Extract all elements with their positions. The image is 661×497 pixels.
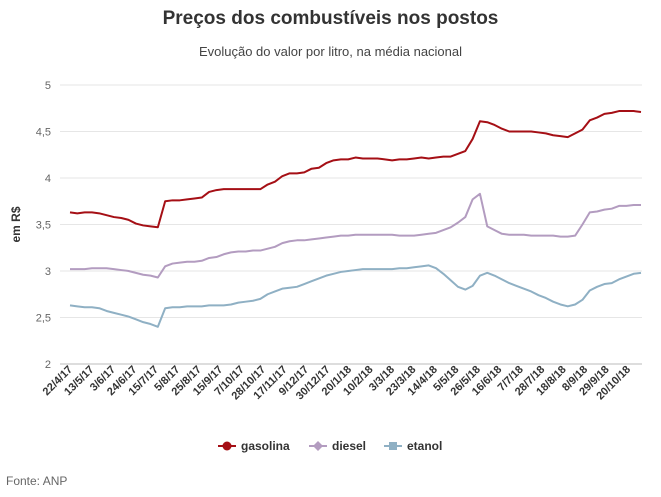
legend-label: diesel (332, 439, 366, 453)
y-tick-label: 4 (45, 173, 51, 185)
series-line-etanol (69, 264, 642, 328)
legend: gasolina diesel etanol (218, 439, 442, 453)
y-tick-label: 3,5 (36, 220, 51, 232)
legend-item-etanol: etanol (384, 439, 442, 453)
y-axis: 2 2,5 3 3,5 4 4,5 5 (36, 80, 51, 371)
legend-marker-square (389, 442, 397, 450)
legend-label: etanol (407, 439, 442, 453)
y-tick-label: 4,5 (36, 127, 51, 139)
legend-item-gasolina: gasolina (218, 439, 290, 453)
series-diesel (70, 192, 641, 279)
series-etanol (69, 264, 642, 328)
series-line-gasolina (69, 110, 642, 229)
series-gasolina (69, 110, 642, 229)
legend-marker-diamond (313, 441, 323, 451)
grid-layer (60, 84, 642, 365)
y-tick-label: 2 (45, 359, 51, 371)
y-tick-label: 5 (45, 80, 51, 92)
series-layer (69, 110, 642, 328)
y-tick-label: 2,5 (36, 313, 51, 325)
y-tick-label: 3 (45, 266, 51, 278)
legend-item-diesel: diesel (309, 439, 366, 453)
x-axis: 22/4/1713/5/173/6/1724/6/1715/7/175/8/17… (41, 364, 633, 403)
legend-label: gasolina (241, 439, 290, 453)
chart-subtitle: Evolução do valor por litro, na média na… (198, 44, 463, 59)
legend-marker-circle (222, 441, 232, 451)
chart-title: Preços dos combustíveis nos postos (162, 8, 499, 29)
chart-source: Fonte: ANP (6, 474, 68, 488)
y-axis-label: em R$ (9, 206, 23, 242)
series-line-diesel (70, 192, 641, 279)
